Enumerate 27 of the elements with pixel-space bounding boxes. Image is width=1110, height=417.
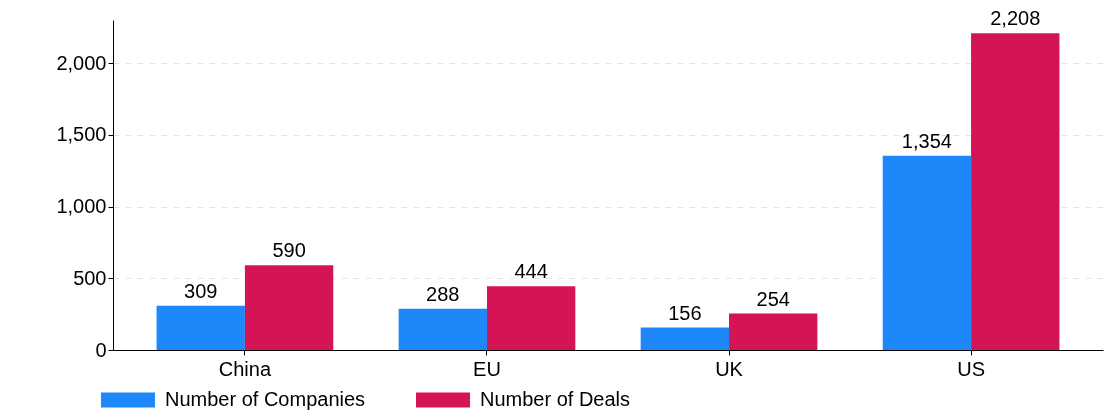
data-label: 309 (184, 279, 218, 302)
bar (398, 308, 487, 350)
data-label: 2,208 (990, 7, 1041, 30)
bar (729, 313, 818, 350)
x-tick-label: EU (473, 357, 501, 380)
bar (156, 305, 245, 350)
x-tick-label: US (957, 357, 985, 380)
legend-label: Number of Companies (165, 388, 366, 410)
bar (486, 286, 576, 350)
data-label: 444 (514, 260, 548, 283)
x-tick-label: UK (715, 357, 744, 380)
data-label: 590 (272, 239, 306, 262)
bar (640, 327, 730, 350)
bar (244, 265, 334, 350)
y-tick-label: 500 (73, 266, 107, 289)
legend-label: Number of Deals (480, 388, 631, 410)
bar (882, 155, 972, 350)
y-tick-label: 0 (95, 338, 107, 361)
data-label: 1,354 (901, 129, 952, 152)
bar (971, 33, 1060, 350)
x-tick-label: China (218, 357, 272, 380)
y-tick-label: 2,000 (56, 51, 107, 74)
y-tick-label: 1,000 (56, 195, 107, 218)
data-label: 156 (668, 301, 702, 324)
data-label: 254 (756, 287, 790, 310)
data-label: 288 (426, 282, 460, 305)
y-tick-label: 1,500 (56, 123, 107, 146)
